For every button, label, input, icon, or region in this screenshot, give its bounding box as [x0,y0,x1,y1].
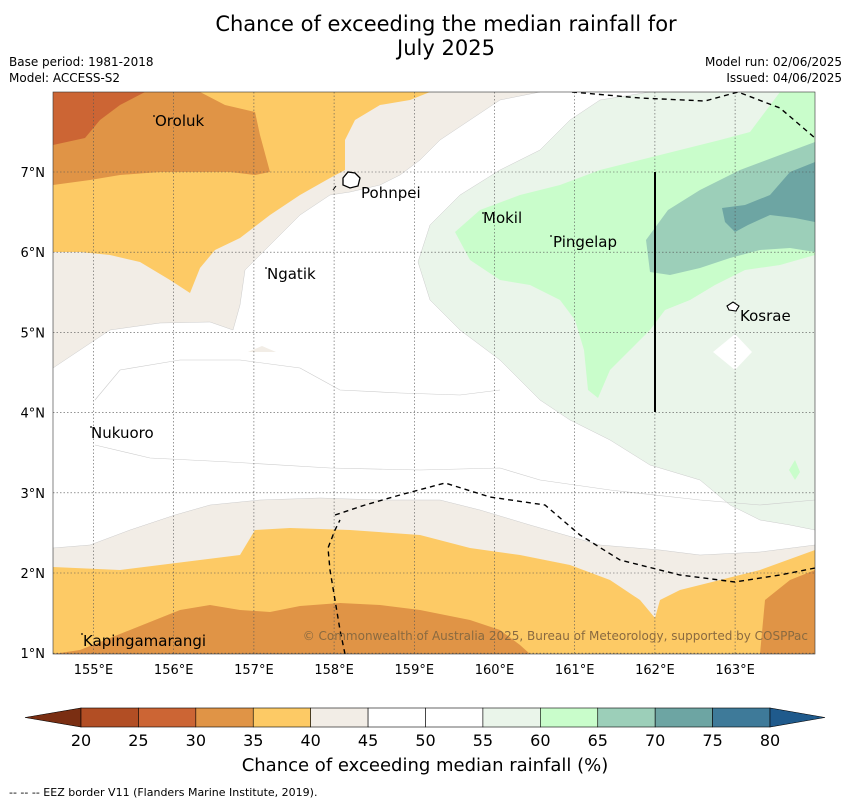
colorbar-segment [252,707,311,728]
region-30-35-south [53,603,530,654]
latitude-tick-label: 1°N [21,647,46,662]
eez-line-north [571,92,815,139]
place-label-pingelap: Pingelap [553,233,617,251]
colorbar-tick-label: 40 [300,731,320,750]
region-70-75-east [722,162,815,232]
model-name: Model: ACCESS-S2 [9,71,121,85]
eez-line-west [327,519,346,654]
colorbar-segment [367,707,426,728]
region-30-35-southeast [760,570,815,654]
colorbar-segment [195,707,254,728]
longitude-tick-label: 159°E [395,663,435,678]
place-label-kapingamarangi: Kapingamarangi [83,632,206,650]
contour-line-2 [94,444,815,506]
colorbar-extend-high [769,707,826,728]
place-label-oroluk: Oroluk [155,112,204,130]
longitude-tick-label: 157°E [234,663,274,678]
map-title: Chance of exceeding the median rainfall … [0,12,850,60]
place-label-pohnpei: Pohnpei [361,184,421,202]
colorbar-tick-label: 60 [530,731,550,750]
longitude-tick-label: 163°E [715,663,755,678]
colorbar-tick-label: 70 [645,731,665,750]
region-40-45-patch [248,346,276,352]
colorbar-tick-label: 80 [760,731,780,750]
place-label-mokil: Mokil [483,209,522,227]
colorbar-segment [80,707,139,728]
longitude-tick-label: 160°E [475,663,515,678]
longitude-tick-label: 158°E [314,663,354,678]
colorbar-tick-label: 35 [243,731,263,750]
latitude-tick-label: 4°N [21,407,46,422]
place-marker-ngatik [265,267,267,269]
place-markers [81,115,552,635]
map-frame [52,91,816,655]
colorbar-segment [597,707,656,728]
island-pohnpei-reef [332,185,337,191]
colorbar: 20 25 30 35 40 45 50 55 60 65 70 75 80 [24,707,826,750]
title-line-2: July 2025 [397,36,495,60]
region-30-35-north [53,92,270,185]
longitude-tick-label: 161°E [555,663,595,678]
latitude-tick-label: 7°N [21,166,46,181]
region-white-kosrae-patch [713,334,752,370]
longitude-tick-label: 162°E [635,663,675,678]
place-marker-nukuoro [90,426,92,428]
contour-line-1 [94,359,501,401]
colorbar-segment [425,707,484,728]
model-run: Model run: 02/06/2025 [704,55,842,69]
colorbar-segment [540,707,599,728]
latitude-tick-label: 2°N [21,567,46,582]
colorbar-segment [138,707,197,728]
place-marker-pingelap [550,235,552,237]
colorbar-tick-label: 20 [71,731,91,750]
longitude-tick-label: 155°E [74,663,114,678]
eez-note: -- -- -- EEZ border V11 (Flanders Marine… [9,786,318,799]
region-60-65-patch [789,460,800,480]
place-label-kosrae: Kosrae [740,307,791,325]
latitude-tick-label: 5°N [21,326,46,341]
colorbar-segment [482,707,541,728]
region-60-65-east [455,92,815,398]
colorbar-tick-label: 30 [186,731,206,750]
colorbar-label: Chance of exceeding median rainfall (%) [241,755,609,776]
title-line-1: Chance of exceeding the median rainfall … [215,12,677,36]
latitude-labels: 7°N 6°N 5°N 4°N 3°N 2°N 1°N [21,166,46,662]
latitude-tick-label: 6°N [21,246,46,261]
colorbar-tick-label: 65 [588,731,608,750]
place-label-nukuoro: Nukuoro [91,424,154,442]
colorbar-extend-low [24,707,82,728]
copyright-text: © Commonwealth of Australia 2025, Bureau… [303,629,808,643]
base-period: Base period: 1981-2018 [9,55,154,69]
colorbar-segment [310,707,369,728]
eez-line-south [334,482,815,583]
longitude-labels: 155°E 156°E 157°E 158°E 159°E 160°E 161°E 162°E… [74,663,755,678]
map-plot-area [53,92,815,654]
island-pohnpei [342,171,361,189]
island-kosrae [726,301,740,312]
meta-right: Model run: 02/06/2025 Issued: 04/06/2025 [705,54,842,86]
place-marker-mokil [482,212,484,214]
place-marker-oroluk [153,115,155,117]
issued-date: Issued: 04/06/2025 [726,71,842,85]
region-25-30-north [53,92,145,145]
meta-left: Base period: 1981-2018 Model: ACCESS-S2 [9,54,154,86]
eez-borders [327,92,815,654]
colorbar-tick-label: 50 [415,731,435,750]
colorbar-tick-label: 75 [702,731,722,750]
colorbar-tick-label: 55 [473,731,493,750]
place-marker-kapingamarangi [81,633,83,635]
colorbar-segment [654,707,713,728]
colorbar-tick-label: 25 [128,731,148,750]
longitude-tick-label: 156°E [154,663,194,678]
colorbar-segment [712,707,771,728]
place-label-ngatik: Ngatik [267,265,316,283]
colorbar-tick-label: 45 [358,731,378,750]
latitude-tick-label: 3°N [21,487,46,502]
